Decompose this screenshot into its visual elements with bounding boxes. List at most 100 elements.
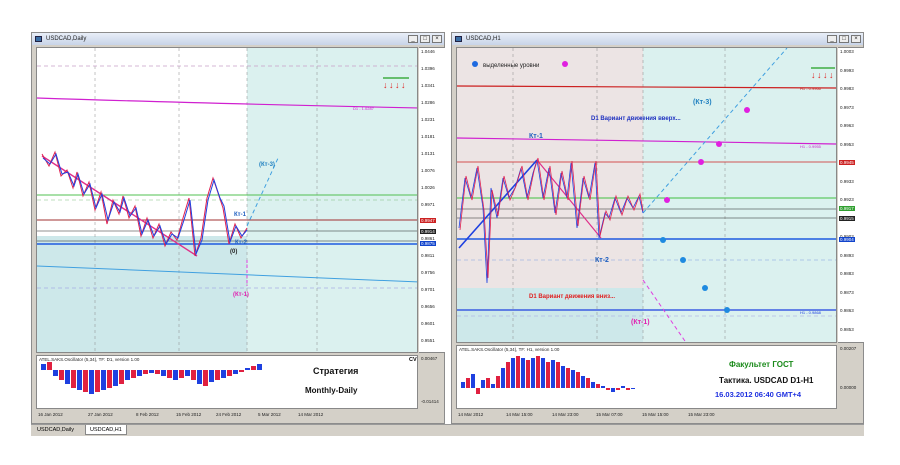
h1-level-label: H1 - 0.9966 [800, 86, 822, 91]
oscillator-bar [621, 386, 625, 388]
oscillator-bar [53, 370, 58, 376]
up-variant-label: D1 Вариант движения вверх... [591, 116, 681, 122]
oscillator-bar [239, 370, 244, 372]
oscillator-bar [137, 370, 142, 376]
oscillator-bar [611, 388, 615, 392]
maximize-button[interactable]: □ [420, 35, 430, 43]
oscillator-bar [59, 370, 64, 380]
oscillator-bar [481, 380, 485, 388]
price-axis-tick: 0.9551 [421, 338, 435, 343]
datetime-label: 16.03.2012 06:40 GMT+4 [715, 390, 802, 399]
kt2-label: Кт-2 [235, 240, 248, 246]
oscillator-bar [107, 370, 112, 388]
oscillator-bar [606, 388, 610, 390]
osc-axis-top: 0.00467 [421, 356, 438, 361]
price-chart-daily[interactable]: ↓ ↓ ↓ ↓ D1 - 1.0287 (Кт-3) Кт-1 Кт-2 (0) (К… [36, 47, 418, 353]
oscillator-bar [113, 370, 118, 386]
price-axis-tick: 1.0003 [840, 49, 854, 54]
oscillator-bar [47, 362, 52, 370]
chart-tab-bar: USDCAD,Daily USDCAD,H1 [31, 424, 864, 436]
oscillator-bar [626, 388, 630, 390]
oscillator-bar [631, 388, 635, 389]
price-axis-tick: 1.0396 [421, 66, 435, 71]
price-chart-h1[interactable]: выделенные уровни ↓ ↓ ↓ ↓ (Кт-3) D1 Вариант… [456, 47, 837, 343]
oscillator-bar [119, 370, 124, 384]
oscillator-bar [167, 370, 172, 378]
oscillator-bar [521, 358, 525, 388]
oscillator-label: ATEL.SAKS.Oscillator (5,34), TF: D1, ver… [39, 357, 140, 362]
oscillator-panel-daily[interactable]: ATEL.SAKS.Oscillator (5,34), TF: D1, ver… [36, 355, 418, 409]
h1-level-label: H1 - 0.9868 [800, 310, 822, 315]
price-axis-tick: 0.9953 [840, 141, 854, 147]
price-axis-tick: 0.9933 [840, 178, 854, 184]
oscillator-svg [461, 356, 635, 394]
oscillator-bar [601, 386, 605, 388]
oscillator-bar [511, 358, 515, 388]
oscillator-bar [581, 376, 585, 388]
strategy-subtitle: Monthly-Daily [305, 386, 358, 395]
oscillator-bar [471, 374, 475, 388]
close-button[interactable]: × [432, 35, 442, 43]
oscillator-bar [531, 358, 535, 388]
price-tag-blue: 0.9904 [839, 237, 855, 242]
oscillator-bar [41, 364, 46, 370]
window-usdcad-h1[interactable]: USDCAD,H1 _ □ × [451, 32, 864, 424]
h1-level-label: H1 - 0.9955 [800, 144, 822, 149]
tab-usdcad-h1[interactable]: USDCAD,H1 [85, 425, 127, 435]
oscillator-bar [131, 370, 136, 378]
oscillator-bar [546, 362, 550, 388]
window-titlebar[interactable]: USDCAD,Daily _ □ × [32, 33, 444, 45]
price-tag-dark: 0.9915 [839, 216, 855, 221]
oscillator-bar [179, 370, 184, 378]
oscillator-bar [101, 370, 106, 390]
oscillator-bar [566, 368, 570, 388]
minimize-button[interactable]: _ [827, 35, 837, 43]
oscillator-bar [251, 366, 256, 370]
date-label: 15 Mar 07:00 [596, 412, 623, 417]
oscillator-bar [95, 370, 100, 392]
oscillator-bar [551, 360, 555, 388]
oscillator-bar [149, 370, 154, 373]
minimize-button[interactable]: _ [408, 35, 418, 43]
date-label: 16 Jan 2012 [38, 412, 63, 417]
osc-axis-bottom: 0.00000 [840, 385, 857, 390]
price-axis-tick: 0.9903 [840, 234, 854, 239]
date-label: 14 Mar 2012 [458, 412, 484, 417]
price-axis-tick: 0.9873 [840, 289, 854, 295]
d1-level-label: D1 - 1.0287 [353, 106, 375, 111]
kt3-label: (Кт-3) [259, 162, 275, 168]
maximize-button[interactable]: □ [839, 35, 849, 43]
oscillator-bar [65, 370, 70, 384]
oscillator-axis-h1: 0.00207 0.00000 [838, 345, 864, 409]
oscillator-bar [461, 382, 465, 388]
date-axis-daily: 16 Jan 2012 27 Jan 2012 8 Feb 2012 15 Fe… [36, 410, 418, 420]
price-axis-daily: 1.0446 1.0396 1.0341 1.0286 1.0231 1.0181 1.01… [419, 47, 445, 353]
window-usdcad-daily[interactable]: USDCAD,Daily _ □ × [31, 32, 445, 424]
kt1-label: Кт-1 [529, 133, 543, 140]
oscillator-axis-daily: 0.00467 -0.01414 [419, 355, 445, 409]
kt1b-label: (Кт-1) [631, 319, 650, 326]
legend-label: выделенные уровни [483, 63, 539, 69]
price-axis-tick: 0.9756 [421, 270, 435, 275]
oscillator-bar [221, 370, 226, 378]
price-axis-tick: 1.0076 [421, 168, 435, 173]
oscillator-bar [197, 370, 202, 384]
svg-text:↓: ↓ [811, 70, 816, 80]
close-button[interactable]: × [851, 35, 861, 43]
tactic-title: Тактика. USDCAD D1-H1 [719, 376, 814, 385]
oscillator-bar [526, 360, 530, 388]
oscillator-bar [596, 384, 600, 388]
tab-usdcad-daily[interactable]: USDCAD,Daily [37, 427, 74, 433]
oscillator-bar [491, 384, 495, 388]
date-label: 15 Feb 2012 [176, 412, 202, 417]
date-label: 14 Mar 23:00 [552, 412, 579, 417]
date-label: 14 Mar 2012 [298, 412, 324, 417]
window-titlebar[interactable]: USDCAD,H1 _ □ × [452, 33, 863, 45]
oscillator-bar [571, 370, 575, 388]
oscillator-bar [561, 366, 565, 388]
oscillator-bar [77, 370, 82, 390]
oscillator-panel-h1[interactable]: ATEL.SAKS.Oscillator (5,34), TF: H1, ver… [456, 345, 837, 409]
price-tag-dark: 0.9914 [420, 229, 436, 234]
price-chart-svg: выделенные уровни ↓ ↓ ↓ ↓ (Кт-3) D1 Вариант… [457, 48, 836, 342]
price-axis-tick: 0.9861 [421, 236, 435, 241]
